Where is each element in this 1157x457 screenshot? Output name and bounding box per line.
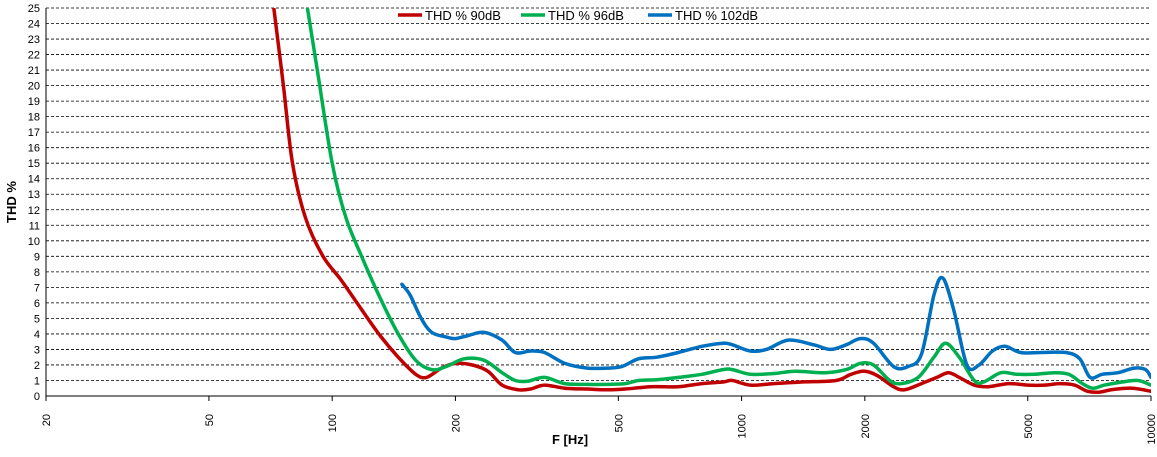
- x-tick-label: 500: [613, 414, 625, 432]
- y-tick-label: 2: [34, 360, 40, 372]
- y-tick-label: 24: [28, 19, 40, 31]
- legend-label: THD % 96dB: [548, 8, 624, 23]
- x-tick-label: 50: [204, 414, 216, 426]
- series-lines: [272, 8, 1151, 395]
- y-tick-label: 16: [28, 143, 40, 155]
- x-tick-label: 200: [450, 414, 462, 432]
- y-tick-label: 10: [28, 236, 40, 248]
- x-tick-label: 10000: [1146, 414, 1157, 445]
- y-tick-label: 14: [28, 174, 40, 186]
- y-tick-label: 12: [28, 205, 40, 217]
- series-line-2: [305, 8, 1151, 390]
- y-tick-label: 15: [28, 158, 40, 170]
- y-tick-label: 25: [28, 3, 40, 15]
- y-tick-label: 4: [34, 329, 40, 341]
- y-tick-label: 0: [34, 391, 40, 403]
- y-tick-label: 7: [34, 282, 40, 294]
- x-tick-label: 2000: [860, 414, 872, 438]
- x-tick-label: 1000: [737, 414, 749, 438]
- y-tick-label: 6: [34, 298, 40, 310]
- y-axis-label: THD %: [4, 181, 19, 223]
- series-line-3: [400, 275, 1151, 380]
- x-tick-label: 20: [41, 414, 53, 426]
- y-tick-label: 5: [34, 313, 40, 325]
- legend-label: THD % 90dB: [425, 8, 501, 23]
- x-tick-labels: 20 50 100 200 500 1000 2000 5000 10000: [41, 396, 1157, 445]
- x-axis-label: F [Hz]: [552, 432, 588, 447]
- y-tick-label: 17: [28, 127, 40, 139]
- y-tick-label: 18: [28, 112, 40, 124]
- y-tick-label: 13: [28, 189, 40, 201]
- y-tick-label: 11: [29, 220, 40, 232]
- y-tick-label: 9: [34, 251, 40, 263]
- grid-lines: [46, 7, 1151, 381]
- y-tick-label: 21: [28, 65, 40, 77]
- y-tick-label: 8: [34, 267, 40, 279]
- y-tick-label: 1: [34, 375, 40, 387]
- y-tick-label: 23: [28, 34, 40, 46]
- legend-label: THD % 102dB: [675, 8, 758, 23]
- legend: THD % 90dB THD % 96dB THD % 102dB: [398, 8, 758, 23]
- x-tick-label: 100: [327, 414, 339, 432]
- x-tick-label: 5000: [1023, 414, 1035, 438]
- series-line-1: [272, 8, 1151, 395]
- axes: [45, 8, 1151, 397]
- y-tick-label: 19: [28, 96, 40, 108]
- y-tick-label: 20: [28, 81, 40, 93]
- y-tick-label: 22: [28, 50, 40, 62]
- y-tick-labels: 0123456789101112131415161718192021222324…: [28, 3, 40, 403]
- y-tick-label: 3: [34, 344, 40, 356]
